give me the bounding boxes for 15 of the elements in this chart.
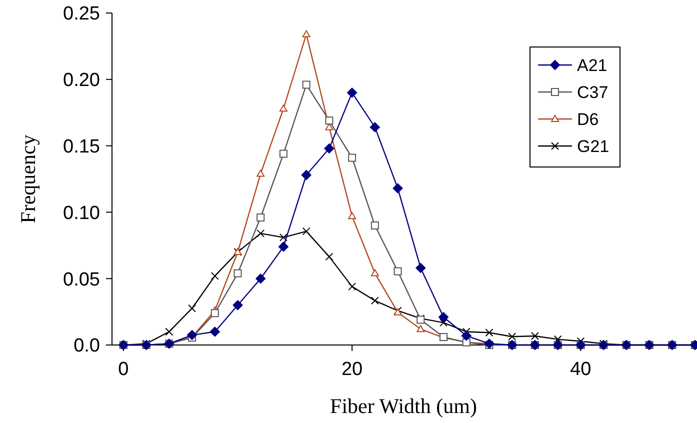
legend-label: C37 xyxy=(577,82,608,102)
x-axis-title: Fiber Width (um) xyxy=(330,394,477,418)
x-tick-label: 0 xyxy=(118,359,129,380)
y-axis-title: Frequency xyxy=(16,134,40,224)
y-tick-label: 0.05 xyxy=(63,269,100,290)
legend-label: A21 xyxy=(577,56,608,75)
y-tick-label: 0.25 xyxy=(63,4,100,25)
legend-label: G21 xyxy=(577,136,610,156)
x-tick-label: 20 xyxy=(341,359,363,380)
y-tick-label: 0.0 xyxy=(74,336,100,357)
legend-label: D6 xyxy=(577,110,599,129)
y-tick-label: 0.10 xyxy=(63,202,100,224)
y-tick-label: 0.15 xyxy=(63,136,100,158)
y-tick-label: 0.20 xyxy=(63,70,100,92)
x-tick-label: 40 xyxy=(570,359,592,380)
